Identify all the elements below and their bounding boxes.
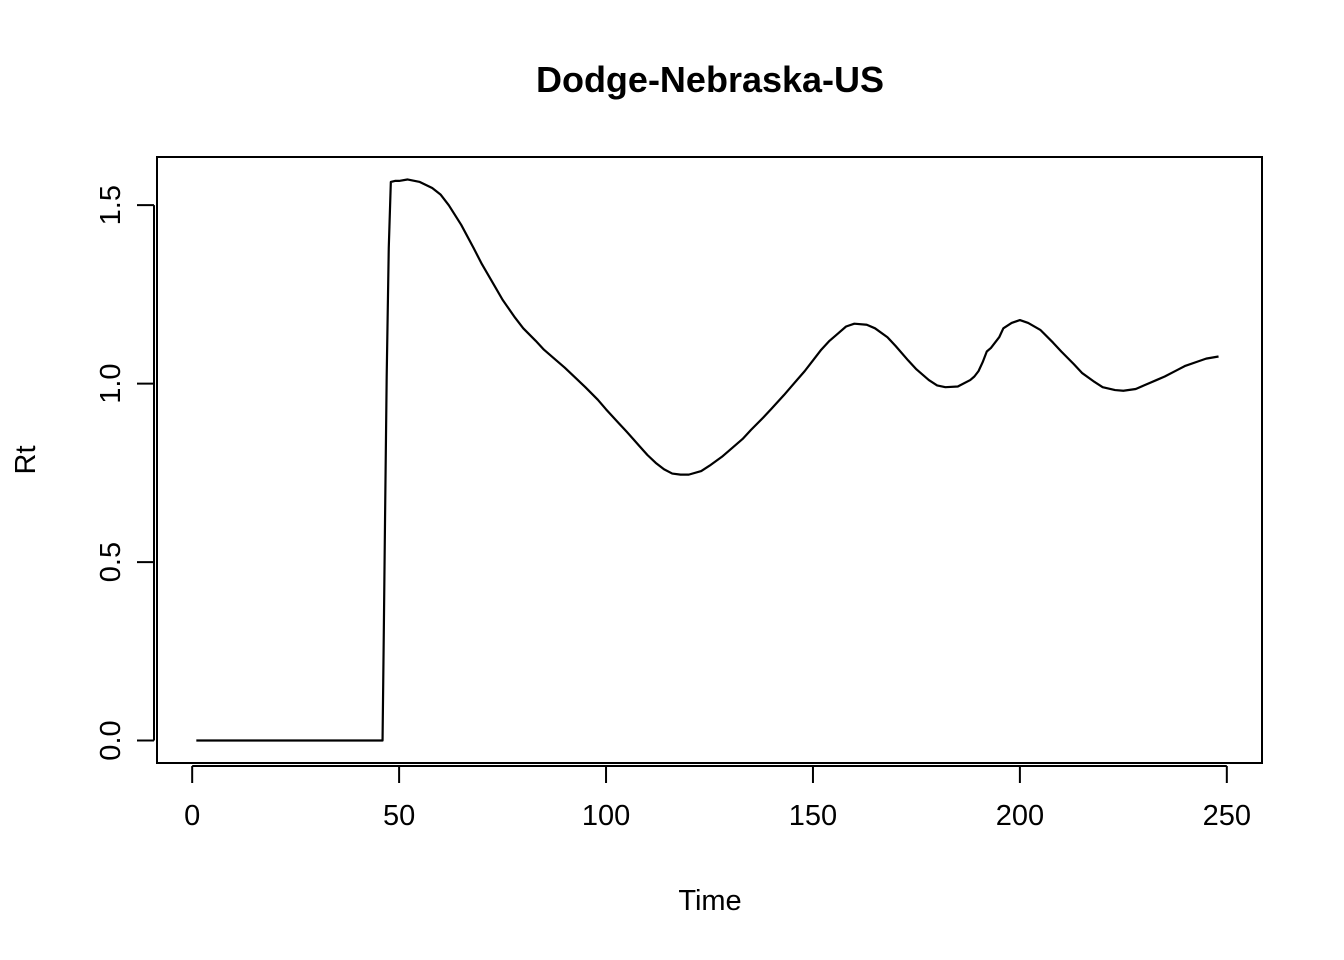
x-tick-label: 100 [582,800,630,832]
y-axis: 0.0 0.5 1.0 1.5 [95,185,155,761]
chart-title: Dodge-Nebraska-US [536,59,884,100]
x-axis-label: Time [678,885,741,917]
x-tick-label: 150 [789,800,837,832]
x-tick-label: 0 [184,800,200,832]
y-axis-label: Rt [10,446,42,475]
plot-frame [156,156,1263,764]
x-axis: 0 50 100 150 200 250 [184,765,1251,832]
y-tick-label: 1.5 [95,185,127,225]
y-tick-label: 0.5 [95,542,127,582]
x-tick-label: 250 [1203,800,1251,832]
y-tick-label: 0.0 [95,720,127,760]
series-layer [196,178,1219,742]
series-line [196,178,1219,742]
y-tick-label: 1.0 [95,363,127,403]
x-tick-label: 50 [383,800,415,832]
x-tick-label: 200 [996,800,1044,832]
